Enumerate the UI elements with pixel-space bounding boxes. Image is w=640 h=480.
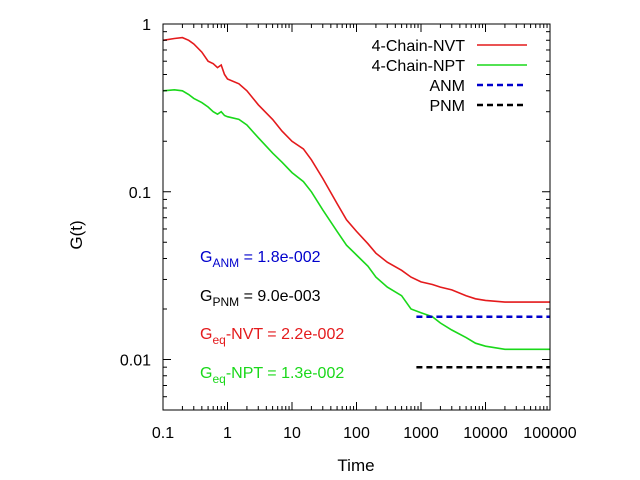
legend-label-4-chain-nvt: 4-Chain-NVT xyxy=(372,38,466,55)
x-tick-label: 10 xyxy=(283,425,301,442)
y-axis-label: G(t) xyxy=(67,220,86,249)
series-line-4-chain-npt xyxy=(162,88,550,351)
legend-label-pnm: PNM xyxy=(429,98,465,115)
x-tick-label: 100 xyxy=(343,425,370,442)
legend-label-anm: ANM xyxy=(429,78,465,95)
y-tick-label: 0.1 xyxy=(129,185,151,202)
annotation-4: Geq-NPT = 1.3e-002 xyxy=(200,365,344,386)
x-tick-label: 1000 xyxy=(403,425,439,442)
annotation-2: GPNM = 9.0e-003 xyxy=(200,288,321,309)
x-tick-label: 10000 xyxy=(463,425,508,442)
x-tick-label: 1 xyxy=(223,425,232,442)
legend: 4-Chain-NVT 4-Chain-NPT ANM PNM xyxy=(372,38,527,115)
series-layer xyxy=(162,36,550,369)
y-tick-label: 1 xyxy=(142,17,151,34)
plot-frame xyxy=(162,23,551,411)
annotation-1: GANM = 1.8e-002 xyxy=(200,249,321,270)
y-tick-label: 0.01 xyxy=(120,353,151,370)
ticks-layer: 0.1 1 10 100 1000 10000 100000 0.01 0.1 1 xyxy=(120,17,577,442)
annotation-3: Geq-NVT = 2.2e-002 xyxy=(200,326,344,347)
series-line-4-chain-nvt xyxy=(162,36,550,303)
legend-label-4-chain-npt: 4-Chain-NPT xyxy=(372,58,466,75)
x-tick-label: 0.1 xyxy=(152,425,174,442)
annotations: GANM = 1.8e-002 GPNM = 9.0e-003 Geq-NVT = … xyxy=(200,249,344,386)
x-tick-label: 100000 xyxy=(523,425,576,442)
x-axis-label: Time xyxy=(337,456,374,475)
